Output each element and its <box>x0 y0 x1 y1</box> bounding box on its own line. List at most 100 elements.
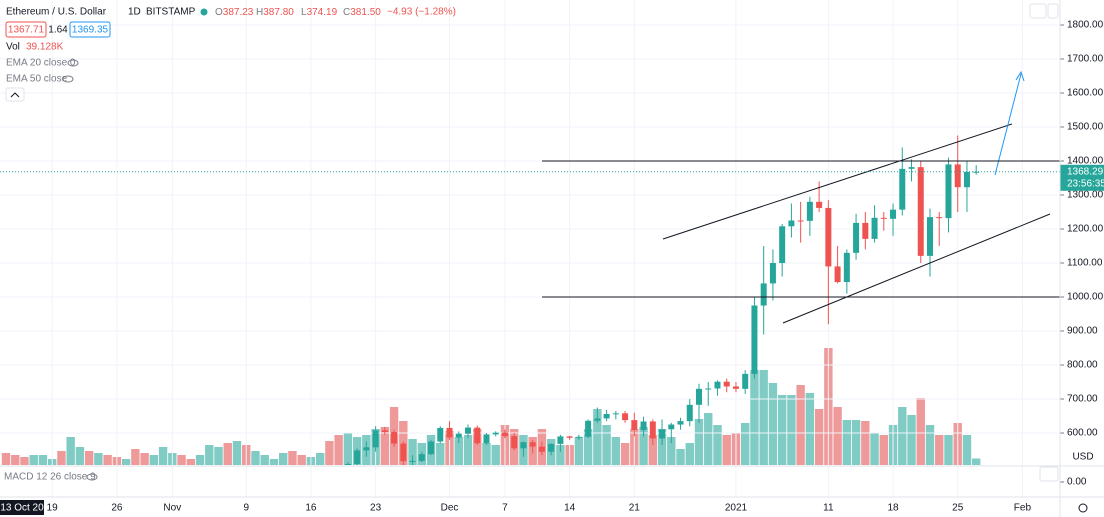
x-tick-label: 18 <box>887 503 899 514</box>
collapse-button[interactable] <box>5 87 25 102</box>
eye-icon[interactable] <box>67 59 79 67</box>
candle-body <box>954 164 961 188</box>
pane-button[interactable] <box>1047 3 1059 19</box>
candle-body <box>816 201 823 208</box>
candle-body <box>363 447 370 451</box>
volume-bar <box>805 393 815 465</box>
candle-body <box>806 201 813 221</box>
candle-body <box>696 388 702 405</box>
eye-icon[interactable] <box>86 473 98 481</box>
pane-button[interactable] <box>1039 466 1059 482</box>
candle-body <box>760 283 767 306</box>
settings-icon[interactable] <box>1078 503 1088 513</box>
volume-bar <box>38 455 48 465</box>
volume-bar <box>833 407 842 465</box>
candle-body <box>474 427 481 444</box>
candle-body <box>945 164 952 219</box>
candle-body <box>372 430 379 448</box>
volume-bar <box>898 407 907 465</box>
volume-bar <box>29 455 38 465</box>
x-tick-label: 23 <box>370 503 382 514</box>
candle-body <box>354 450 361 464</box>
volume-bar <box>297 455 306 465</box>
volume-bar <box>694 419 704 465</box>
eye-icon[interactable] <box>62 75 74 83</box>
y-tick-label: 600.00 <box>1067 428 1098 439</box>
volume-bar <box>251 451 260 465</box>
symbol: Ethereum / U.S. Dollar <box>6 7 107 18</box>
ohlc-value: 387.80 <box>263 7 294 18</box>
volume-bar <box>759 370 768 465</box>
x-tick-label: Nov <box>163 503 181 514</box>
y-tick-label: 1000.00 <box>1067 292 1104 303</box>
volume-bar <box>269 459 279 465</box>
candle-body <box>862 222 869 239</box>
volume-bar <box>454 437 463 465</box>
volume-bar <box>750 370 759 465</box>
ohlc-value: 374.19 <box>307 7 338 18</box>
volume-bar <box>315 453 325 465</box>
candle-body <box>483 434 490 444</box>
candle-body <box>437 427 444 442</box>
candle-body <box>751 305 758 374</box>
volume-bar <box>796 385 805 465</box>
arrow-head <box>1015 70 1025 82</box>
volume-bar <box>121 459 131 465</box>
x-tick-label: 25 <box>952 503 964 514</box>
y-tick-label: 1600.00 <box>1067 88 1104 99</box>
volume-bar <box>20 457 29 465</box>
volume-bar <box>972 458 981 465</box>
ask[interactable]: 1369.35 <box>72 25 109 36</box>
candle-body <box>723 381 730 387</box>
candle-body <box>612 413 619 415</box>
bid-box[interactable] <box>5 21 47 38</box>
volume-bar <box>685 443 694 465</box>
caret <box>10 92 20 98</box>
bid[interactable]: 1367.71 <box>8 25 45 36</box>
channel-upper <box>662 123 1013 240</box>
volume-bar <box>741 423 750 465</box>
candle-body <box>344 463 351 465</box>
y-tick-label: 1700.00 <box>1067 54 1104 65</box>
volume-bar <box>491 445 500 465</box>
cursor-date: 13 Oct 20 <box>0 503 44 514</box>
channel-lower <box>782 213 1051 324</box>
candle-body <box>705 388 712 390</box>
grid-layer <box>0 0 1060 497</box>
last-price-badge <box>1060 164 1104 191</box>
candle-body <box>557 436 564 444</box>
ohlc-letter: O <box>215 7 223 18</box>
volume-bar <box>473 429 482 465</box>
candle-body <box>963 171 970 188</box>
change: −4.93 (−1.28%) <box>387 7 456 18</box>
candle-body <box>418 454 425 461</box>
volume-bar <box>583 429 593 465</box>
x-tick-label: 9 <box>243 503 249 514</box>
candle-body <box>973 171 980 173</box>
ohlc-letter: H <box>256 7 263 18</box>
candle-body <box>428 441 435 455</box>
volume-bar <box>851 420 861 465</box>
x-tick-label: 21 <box>629 503 641 514</box>
macd-tick-label: 0.00 <box>1067 477 1087 488</box>
candle-body <box>769 263 776 284</box>
candle-body <box>520 442 527 449</box>
y-tick-label: 1200.00 <box>1067 224 1104 235</box>
candle-body <box>566 436 573 438</box>
volume-bar <box>195 455 205 465</box>
candle-body <box>659 429 666 439</box>
volume-bar <box>223 443 232 465</box>
volume-bar <box>1 453 11 465</box>
volume-bar <box>463 435 473 465</box>
currency[interactable]: USD <box>1072 452 1093 463</box>
candle-body <box>871 217 878 239</box>
y-tick-label: 1300.00 <box>1067 190 1104 201</box>
ask-box[interactable] <box>69 21 111 38</box>
volume-bar <box>436 443 445 465</box>
candle-body <box>455 433 462 438</box>
pane-button[interactable] <box>1029 3 1047 19</box>
y-tick-label: 1800.00 <box>1067 20 1104 31</box>
candle-body <box>446 427 453 438</box>
volume-bar <box>177 455 186 465</box>
